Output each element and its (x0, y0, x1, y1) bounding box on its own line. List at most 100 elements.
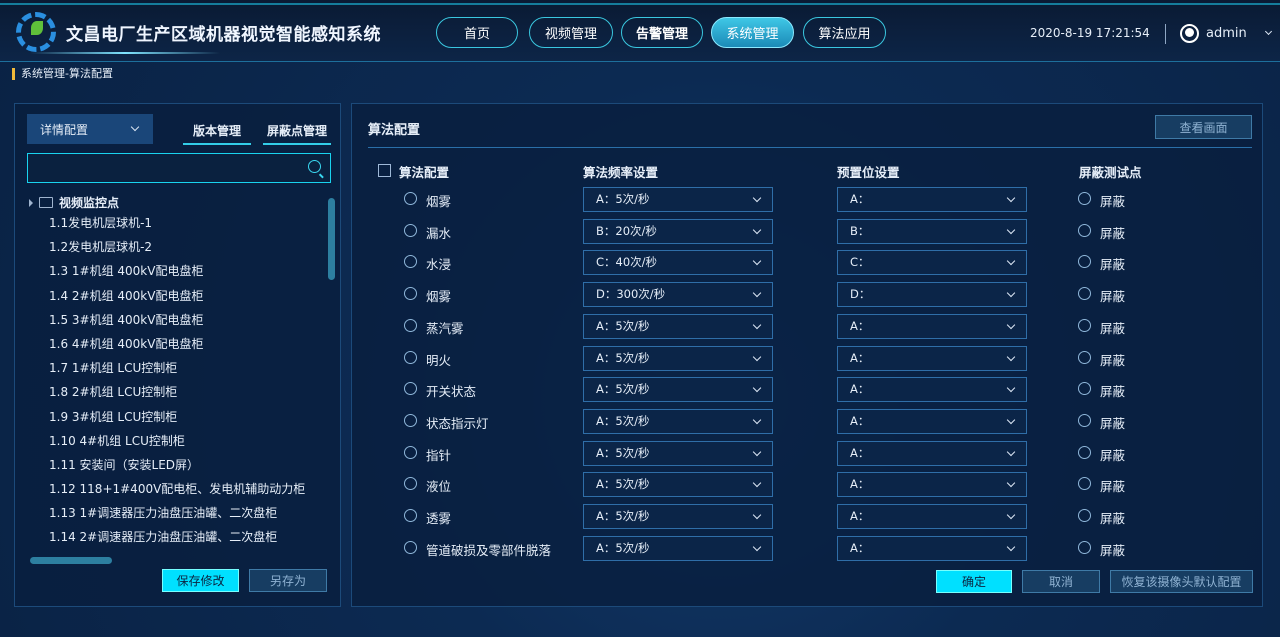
config-select[interactable]: 详情配置 (27, 114, 153, 144)
preset-select[interactable]: D： (837, 282, 1027, 308)
tab-mask-points[interactable]: 屏蔽点管理 (263, 120, 331, 145)
frequency-select[interactable]: A：5次/秒 (583, 504, 773, 529)
frequency-value: A：5次/秒 (596, 192, 650, 206)
mask-radio[interactable] (1078, 540, 1091, 554)
algorithm-name: 透雾 (426, 511, 452, 526)
caret-right-icon[interactable] (29, 198, 33, 207)
algorithm-name: 烟雾 (426, 194, 452, 209)
preset-select[interactable]: A： (837, 408, 1027, 434)
algorithm-radio[interactable] (404, 477, 417, 491)
algorithm-radio[interactable] (404, 445, 417, 459)
frequency-select[interactable]: A：5次/秒 (583, 187, 773, 212)
tree-item[interactable]: 1.7 1#机组 LCU控制柜 (49, 361, 178, 376)
algorithm-radio[interactable] (404, 413, 417, 427)
nav-video[interactable]: 视频管理 (529, 17, 613, 48)
mask-radio[interactable] (1078, 255, 1091, 269)
algorithm-name: 管道破损及零部件脱落 (426, 542, 552, 558)
mask-label: 屏蔽 (1100, 415, 1126, 431)
frequency-select[interactable]: B：20次/秒 (583, 218, 773, 244)
algorithm-radio[interactable] (404, 223, 417, 237)
algorithm-row: 漏水 B：20次/秒 B： 屏蔽 (352, 218, 1264, 245)
tree-item[interactable]: 1.10 4#机组 LCU控制柜 (49, 433, 185, 448)
mask-radio[interactable] (1078, 445, 1091, 459)
user-menu[interactable]: admin (1180, 24, 1272, 43)
algorithm-radio[interactable] (404, 287, 417, 301)
mask-radio[interactable] (1078, 192, 1091, 205)
algorithm-radio[interactable] (404, 382, 417, 396)
preset-select[interactable]: A： (837, 504, 1027, 529)
algorithm-radio[interactable] (404, 509, 417, 522)
preset-value: A： (850, 413, 870, 428)
frequency-select[interactable]: D：300次/秒 (583, 282, 773, 308)
frequency-select[interactable]: A：5次/秒 (583, 408, 773, 434)
tree-item[interactable]: 1.1发电机层球机-1 (49, 216, 153, 230)
chevron-down-icon (752, 225, 762, 234)
preset-select[interactable]: A： (837, 187, 1027, 212)
mask-radio[interactable] (1078, 509, 1091, 522)
restore-default-button[interactable]: 恢复该摄像头默认配置 (1110, 570, 1253, 593)
mask-radio[interactable] (1078, 382, 1091, 396)
mask-radio[interactable] (1078, 318, 1091, 332)
tree-item[interactable]: 1.3 1#机组 400kV配电盘柜 (49, 264, 204, 279)
preset-select[interactable]: A： (837, 345, 1027, 371)
frequency-value: A：5次/秒 (596, 477, 650, 492)
tree-root[interactable]: 视频监控点 (27, 194, 317, 211)
preset-select[interactable]: A： (837, 377, 1027, 403)
select-all-checkbox[interactable] (378, 164, 391, 177)
preset-select[interactable]: A： (837, 472, 1027, 498)
nav-alarm[interactable]: 告警管理 (621, 17, 703, 48)
frequency-select[interactable]: C：40次/秒 (583, 250, 773, 276)
mask-radio[interactable] (1078, 223, 1091, 237)
chevron-down-icon (1006, 352, 1016, 361)
preset-select[interactable]: A： (837, 535, 1027, 561)
frequency-select[interactable]: A：5次/秒 (583, 440, 773, 466)
mask-radio[interactable] (1078, 413, 1091, 427)
algorithm-row: 水浸 C：40次/秒 C： 屏蔽 (352, 250, 1264, 276)
preset-select[interactable]: A： (837, 440, 1027, 466)
tree-item[interactable]: 1.8 2#机组 LCU控制柜 (49, 385, 178, 400)
algorithm-radio[interactable] (404, 350, 417, 364)
frequency-value: C：40次/秒 (596, 255, 658, 270)
nav-home[interactable]: 首页 (436, 17, 518, 48)
tree-item[interactable]: 1.4 2#机组 400kV配电盘柜 (49, 288, 204, 303)
tree-item[interactable]: 1.9 3#机组 LCU控制柜 (49, 409, 178, 424)
chevron-down-icon (1006, 383, 1016, 393)
username: admin (1206, 26, 1247, 41)
search-icon[interactable] (308, 160, 321, 173)
tree-item[interactable]: 1.12 118+1#400V配电柜、发电机辅助动力柜 (49, 482, 306, 497)
tab-version[interactable]: 版本管理 (183, 120, 251, 145)
frequency-select[interactable]: A：5次/秒 (583, 377, 773, 403)
vertical-scrollbar[interactable] (328, 198, 335, 280)
algorithm-radio[interactable] (404, 540, 417, 554)
save-as-button[interactable]: 另存为 (249, 569, 327, 592)
horizontal-scrollbar[interactable] (30, 557, 112, 564)
algorithm-radio[interactable] (404, 255, 417, 269)
mask-radio[interactable] (1078, 287, 1091, 301)
nav-system[interactable]: 系统管理 (711, 17, 794, 48)
confirm-button[interactable]: 确定 (936, 570, 1012, 593)
preset-select[interactable]: B： (837, 218, 1027, 244)
tree-item[interactable]: 1.2发电机层球机-2 (49, 240, 153, 255)
mask-radio[interactable] (1078, 350, 1091, 364)
algorithm-radio[interactable] (404, 192, 417, 205)
frequency-select[interactable]: A：5次/秒 (583, 313, 773, 339)
frequency-select[interactable]: A：5次/秒 (583, 345, 773, 371)
nav-algorithm[interactable]: 算法应用 (803, 17, 886, 48)
tree-item[interactable]: 1.13 1#调速器压力油盘压油罐、二次盘柜 (49, 506, 278, 521)
algorithm-radio[interactable] (404, 318, 417, 332)
frequency-select[interactable]: A：5次/秒 (583, 535, 773, 561)
frequency-select[interactable]: A：5次/秒 (583, 472, 773, 498)
mask-radio[interactable] (1078, 477, 1091, 491)
tree-item[interactable]: 1.11 安装间（安装LED屏） (49, 457, 200, 472)
tree-item[interactable]: 1.14 2#调速器压力油盘压油罐、二次盘柜 (49, 530, 278, 545)
tree-item[interactable]: 1.5 3#机组 400kV配电盘柜 (49, 312, 204, 327)
view-screen-button[interactable]: 查看画面 (1155, 115, 1252, 139)
preset-select[interactable]: A： (837, 313, 1027, 339)
search-input[interactable] (27, 153, 331, 183)
tree-item[interactable]: 1.6 4#机组 400kV配电盘柜 (49, 336, 204, 351)
save-button[interactable]: 保存修改 (162, 569, 239, 592)
preset-select[interactable]: C： (837, 250, 1027, 276)
cancel-button[interactable]: 取消 (1022, 570, 1100, 593)
preset-value: B： (850, 223, 870, 238)
mask-label: 屏蔽 (1100, 352, 1126, 368)
